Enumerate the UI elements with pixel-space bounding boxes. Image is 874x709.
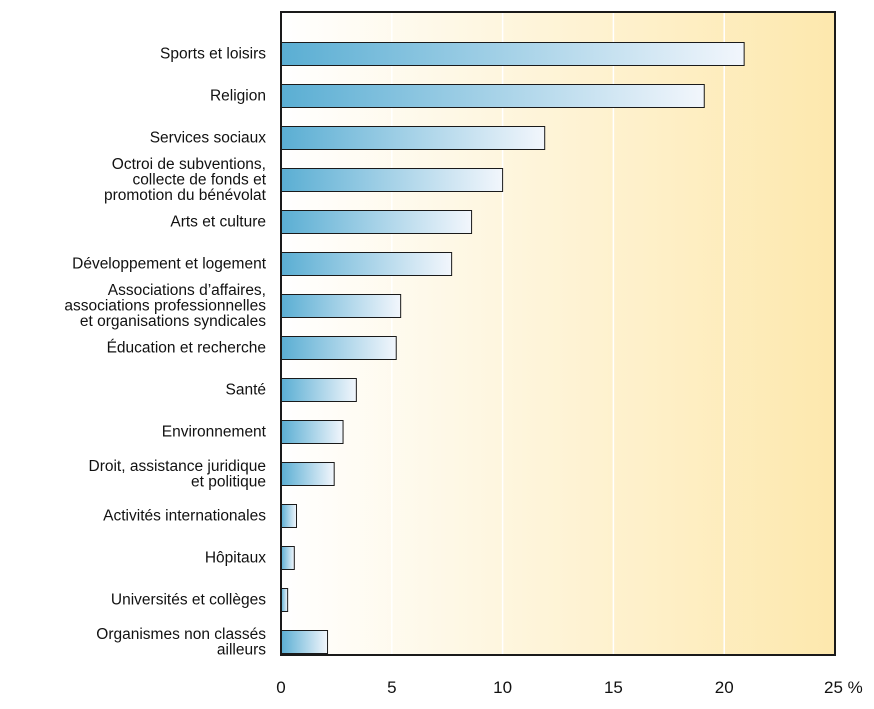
category-label-line: Universités et collèges <box>111 592 266 609</box>
category-label-1: Religion <box>210 88 266 105</box>
bar-12 <box>280 546 295 570</box>
category-label-line: ailleurs <box>217 641 266 658</box>
category-label-line: Associations d’affaires, <box>108 282 266 299</box>
x-axis-ticks: 0 5 10 15 20 25 % <box>276 678 862 697</box>
category-label-line: Arts et culture <box>170 214 266 231</box>
plot-frame <box>280 11 836 656</box>
category-label-6: Associations d’affaires, associations pro… <box>64 282 266 330</box>
bar-1 <box>280 84 705 108</box>
category-label-line: Activités internationales <box>103 508 266 525</box>
category-label-4: Arts et culture <box>170 214 266 231</box>
bar-14 <box>280 630 329 654</box>
category-label-line: collecte de fonds et <box>132 172 266 189</box>
gridlines <box>391 12 725 655</box>
category-label-line: Droit, assistance juridique <box>89 458 266 475</box>
category-label-3: Octroi de subventions, collecte de fonds … <box>104 156 267 204</box>
bar-8 <box>280 378 357 402</box>
category-label-line: Services sociaux <box>150 130 267 147</box>
bar-11 <box>280 504 298 528</box>
category-label-14: Organismes non classés ailleurs <box>96 626 266 659</box>
bar-2 <box>280 126 546 150</box>
category-label-11: Activités internationales <box>103 508 266 525</box>
category-label-0: Sports et loisirs <box>160 46 266 63</box>
category-label-line: Hôpitaux <box>205 550 266 567</box>
category-label-line: promotion du bénévolat <box>104 187 267 204</box>
category-label-line: Organismes non classés <box>96 626 266 643</box>
category-labels: Sports et loisirs Religion Services sociau… <box>64 46 266 659</box>
x-tick-label: 20 <box>715 678 734 697</box>
category-label-13: Universités et collèges <box>111 592 266 609</box>
plot-area <box>281 12 835 655</box>
category-label-line: Octroi de subventions, <box>112 156 266 173</box>
bar-4 <box>280 210 473 234</box>
bars <box>280 42 745 654</box>
bar-0 <box>280 42 745 66</box>
x-tick-label: 25 % <box>824 678 863 697</box>
category-label-line: Éducation et recherche <box>107 340 266 357</box>
category-label-line: et organisations syndicales <box>80 313 266 330</box>
category-label-8: Santé <box>225 382 266 399</box>
category-label-line: Religion <box>210 88 266 105</box>
category-label-10: Droit, assistance juridique et politique <box>89 458 266 491</box>
bar-6 <box>280 294 402 318</box>
category-label-5: Développement et logement <box>72 256 267 273</box>
category-label-line: Environnement <box>162 424 267 441</box>
category-label-line: et politique <box>191 473 266 490</box>
category-label-9: Environnement <box>162 424 267 441</box>
x-tick-label: 15 <box>604 678 623 697</box>
category-label-12: Hôpitaux <box>205 550 266 567</box>
category-label-line: Santé <box>225 382 266 399</box>
category-label-line: Développement et logement <box>72 256 267 273</box>
bar-5 <box>280 252 453 276</box>
x-tick-label: 10 <box>493 678 512 697</box>
bar-9 <box>280 420 344 444</box>
category-label-2: Services sociaux <box>150 130 267 147</box>
category-label-line: associations professionnelles <box>64 298 266 315</box>
bar-10 <box>280 462 335 486</box>
x-tick-label: 5 <box>387 678 396 697</box>
category-label-7: Éducation et recherche <box>107 340 266 357</box>
bar-7 <box>280 336 397 360</box>
category-label-line: Sports et loisirs <box>160 46 266 63</box>
bar-3 <box>280 168 504 192</box>
x-tick-label: 0 <box>276 678 285 697</box>
